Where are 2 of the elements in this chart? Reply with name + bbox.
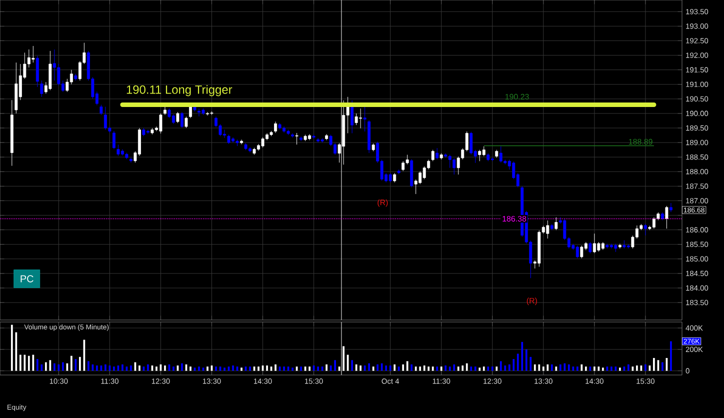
series-label: 190.11 Long Trigger [126, 85, 232, 96]
annotation: PC [20, 275, 34, 282]
